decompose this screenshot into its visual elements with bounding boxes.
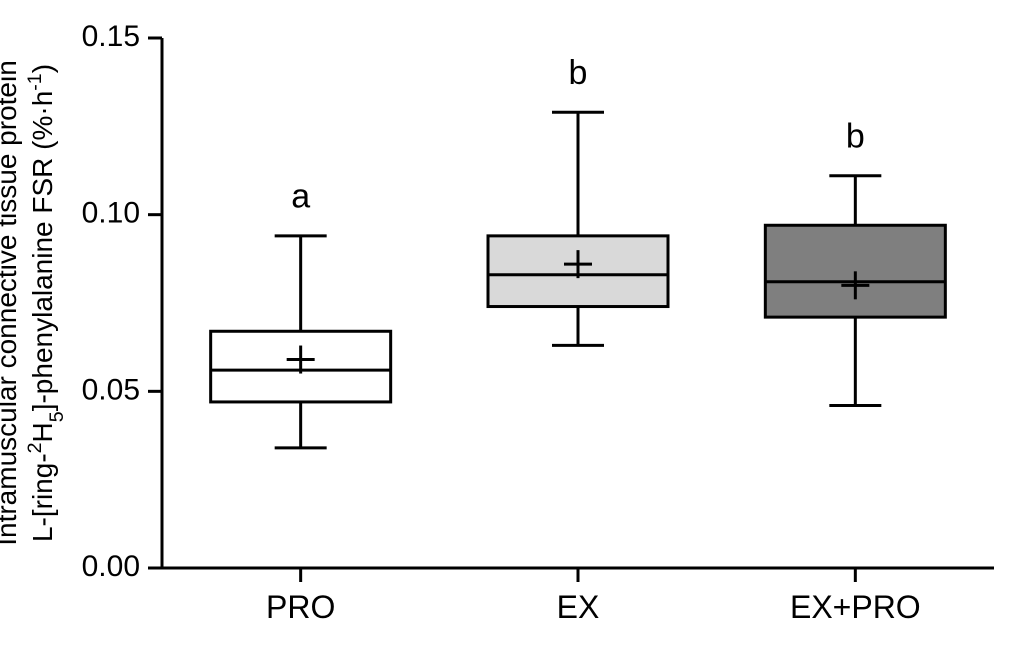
- sig-label: a: [291, 178, 310, 216]
- y-tick-label: 0.15: [82, 20, 140, 53]
- boxplot-chart: 0.00 0.05 0.10 0.15 Intramuscular connective…: [0, 0, 1024, 648]
- sig-label: b: [569, 54, 588, 92]
- x-tick-label: EX: [557, 589, 600, 625]
- y-tick-label: 0.10: [82, 197, 140, 230]
- chart-bg: [0, 0, 1024, 648]
- y-axis-label-line1: Intramuscular connective tissue protein: [0, 60, 22, 546]
- x-tick-label: EX+PRO: [790, 589, 921, 625]
- y-tick-label: 0.00: [82, 550, 140, 583]
- box: [765, 225, 945, 317]
- chart-svg: 0.00 0.05 0.10 0.15 Intramuscular connective…: [0, 0, 1024, 648]
- x-tick-label: PRO: [266, 589, 335, 625]
- sig-label: b: [846, 118, 865, 156]
- y-tick-label: 0.05: [82, 373, 140, 406]
- y-axis-label: Intramuscular connective tissue proteinL…: [0, 60, 68, 546]
